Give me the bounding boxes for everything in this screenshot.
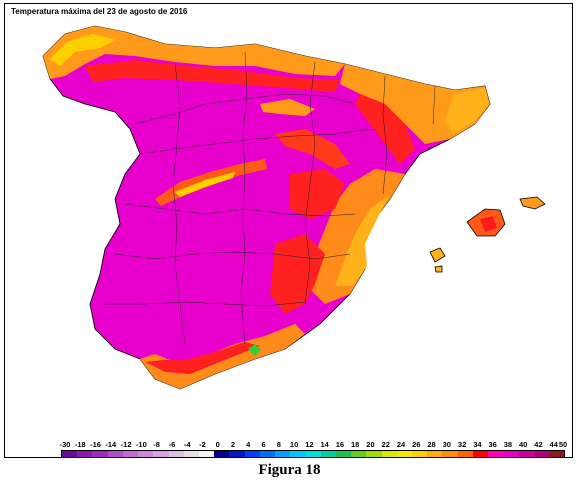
catalonia-coast [445,88,489,134]
legend-swatch [335,451,352,457]
legend-label: 34 [473,440,482,449]
legend-label: 14 [320,440,329,449]
figure-caption: Figura 18 [258,462,321,478]
legend-swatch [153,451,169,457]
legend-color-bar [61,450,565,457]
legend-label: 44 [549,440,558,449]
legend-label: 0 [215,440,220,449]
legend-swatch [305,451,321,457]
legend-swatch [229,451,245,457]
legend-swatch [518,451,534,457]
legend-label: 24 [396,440,406,449]
legend-swatch [244,451,260,457]
legend-swatch [290,451,306,457]
legend-label: 38 [503,440,513,449]
levante-amber [335,194,390,286]
legend-swatch [320,451,336,457]
legend-swatch [92,451,108,457]
legend-swatch [381,451,397,457]
legend-label: 12 [305,440,314,449]
portugal-area [45,96,140,334]
temperature-map [42,25,546,390]
legend-swatch [427,451,443,457]
legend-label: -18 [74,440,86,449]
sistema-central-yellow [175,172,235,197]
legend-swatch [122,451,139,457]
spain-west-edge [62,95,141,330]
legend-swatch [168,451,184,457]
legend-swatch [77,451,93,457]
legend-swatch [107,451,123,457]
legend-swatch [366,451,382,457]
legend-label: 50 [558,440,568,449]
north-coast-zone [43,26,345,79]
legend-label: 4 [246,440,251,449]
legend-swatch [488,451,504,457]
legend-label: 42 [534,440,543,449]
mallorca-inner [480,216,497,232]
formentera [434,265,443,273]
central-east-red [290,169,345,219]
legend-swatch [183,451,199,457]
legend-swatch [442,451,458,457]
legend-label: -6 [168,440,176,449]
sierra-green [248,344,261,356]
province-borders [105,51,436,345]
iberico-band [275,129,350,169]
legend-label: 32 [457,440,467,449]
legend-label: -12 [120,440,132,449]
menorca [519,196,546,210]
legend-label: -8 [153,440,160,449]
legend-label: 18 [351,440,360,449]
legend-label: 40 [519,440,528,449]
legend-swatch [412,451,428,457]
northeast-red [355,94,415,164]
legend-swatch [275,451,291,457]
legend-label: 26 [412,440,421,449]
legend-label: 28 [427,440,436,449]
legend-swatch [396,451,413,457]
legend-swatch [351,451,367,457]
murcia-red [270,234,325,314]
north-red-band [85,60,340,92]
legend-swatch [533,451,549,457]
legend-label: -2 [199,440,206,449]
map-frame: Temperatura máxima del 23 de agosto de 2… [4,3,573,458]
temperature-legend: -30 -18 -16 -14 -12 -10 -8 -6 -4 -2 0 2 4 6 8 10 12 14 16 1… [59,440,571,457]
legend-labels: -30 -18 -16 -14 -12 -10 -8 -6 -4 -2 0 2 4 6 8 10 12 14 16 1… [59,440,571,450]
legend-label: -4 [183,440,191,449]
cantabrian-inner [260,99,315,116]
legend-label: -10 [135,440,147,449]
legend-label: -16 [90,440,101,449]
legend-swatch [259,451,276,457]
legend-swatch [198,451,215,457]
legend-label: 8 [276,440,281,449]
legend-label: 2 [230,440,236,449]
legend-label: 6 [261,440,266,449]
legend-label: -14 [105,440,117,449]
legend-swatch [472,451,489,457]
legend-swatch [457,451,473,457]
ibiza [429,247,446,263]
legend-label: 16 [335,440,345,449]
legend-label: 30 [442,440,451,449]
legend-label: 22 [381,440,390,449]
legend-label: -30 [59,440,71,449]
legend-swatch [214,451,230,457]
north-coast-yellow [50,34,115,66]
legend-label: 10 [289,440,299,449]
legend-swatch [503,451,519,457]
legend-swatch [549,451,565,457]
south-coast-red [145,342,260,374]
map-title: Temperatura máxima del 23 de agosto de 2… [11,7,188,16]
legend-label: 36 [488,440,497,449]
legend-swatch [138,451,154,457]
legend-label: 20 [366,440,375,449]
legend-swatch [62,451,78,457]
